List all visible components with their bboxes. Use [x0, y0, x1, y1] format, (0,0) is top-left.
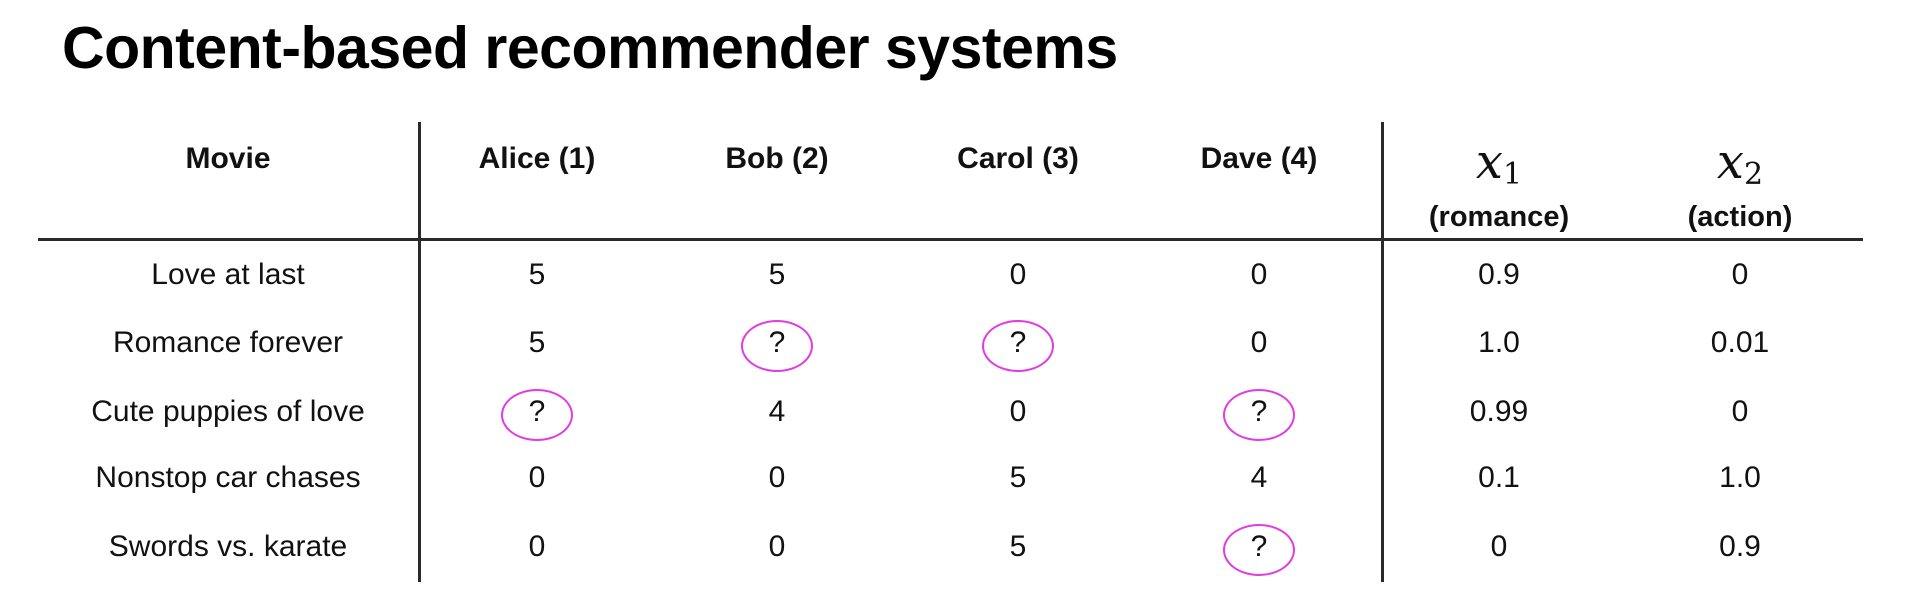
feature-symbol: x1: [1429, 138, 1569, 199]
rating-cell-alice: ?: [528, 395, 546, 428]
feature-cell-x2: 0.01: [1710, 326, 1770, 359]
header-feature-x2: x2 (action): [1688, 138, 1793, 234]
feature-cell-x2: 0: [1731, 395, 1749, 428]
rating-cell-alice: 0: [528, 461, 546, 494]
header-divider: [38, 238, 1863, 241]
feature-description: (action): [1687, 201, 1793, 233]
header-feature-x1: x1 (romance): [1429, 138, 1569, 234]
feature-symbol-letter: x: [1475, 134, 1503, 190]
movie-title-cell: Love at last: [151, 258, 305, 291]
rating-cell-alice: 5: [528, 326, 546, 359]
rating-cell-dave: ?: [1250, 395, 1268, 428]
column-divider-movie: [418, 122, 421, 582]
movie-title-cell: Cute puppies of love: [91, 395, 365, 428]
feature-subscript: 1: [1502, 157, 1523, 192]
rating-cell-dave: 0: [1250, 326, 1268, 359]
rating-cell-carol: 5: [1009, 461, 1027, 494]
movie-title-cell: Nonstop car chases: [95, 461, 361, 494]
rating-cell-bob: 5: [768, 258, 786, 291]
feature-cell-x1: 0.1: [1478, 461, 1520, 494]
rating-cell-alice: 0: [528, 530, 546, 563]
rating-cell-carol: 0: [1009, 258, 1027, 291]
feature-symbol-letter: x: [1716, 134, 1744, 190]
rating-cell-bob: 4: [768, 395, 786, 428]
rating-cell-dave: 4: [1250, 461, 1268, 494]
rating-cell-dave: 0: [1250, 258, 1268, 291]
rating-cell-carol: ?: [1009, 326, 1027, 359]
column-divider-features: [1381, 122, 1384, 582]
feature-cell-x1: 0: [1490, 530, 1508, 563]
header-user-dave: Dave (4): [1200, 142, 1318, 175]
header-user-carol: Carol (3): [957, 142, 1079, 175]
rating-cell-bob: ?: [768, 326, 786, 359]
movie-title-cell: Swords vs. karate: [108, 530, 348, 563]
feature-cell-x2: 1.0: [1719, 461, 1761, 494]
feature-symbol: x2: [1688, 138, 1793, 199]
page-title: Content-based recommender systems: [62, 15, 1118, 81]
rating-cell-bob: 0: [768, 461, 786, 494]
movie-title-cell: Romance forever: [112, 326, 344, 359]
rating-cell-dave: ?: [1250, 530, 1268, 563]
feature-cell-x2: 0.9: [1719, 530, 1761, 563]
header-user-alice: Alice (1): [478, 142, 596, 175]
rating-cell-carol: 0: [1009, 395, 1027, 428]
feature-description: (romance): [1428, 201, 1570, 233]
feature-cell-x1: 0.9: [1478, 258, 1520, 291]
rating-cell-bob: 0: [768, 530, 786, 563]
feature-cell-x1: 0.99: [1469, 395, 1529, 428]
rating-cell-alice: 5: [528, 258, 546, 291]
feature-cell-x1: 1.0: [1478, 326, 1520, 359]
header-movie: Movie: [185, 142, 271, 175]
feature-cell-x2: 0: [1731, 258, 1749, 291]
rating-cell-carol: 5: [1009, 530, 1027, 563]
header-user-bob: Bob (2): [725, 142, 829, 175]
feature-subscript: 2: [1743, 157, 1764, 192]
